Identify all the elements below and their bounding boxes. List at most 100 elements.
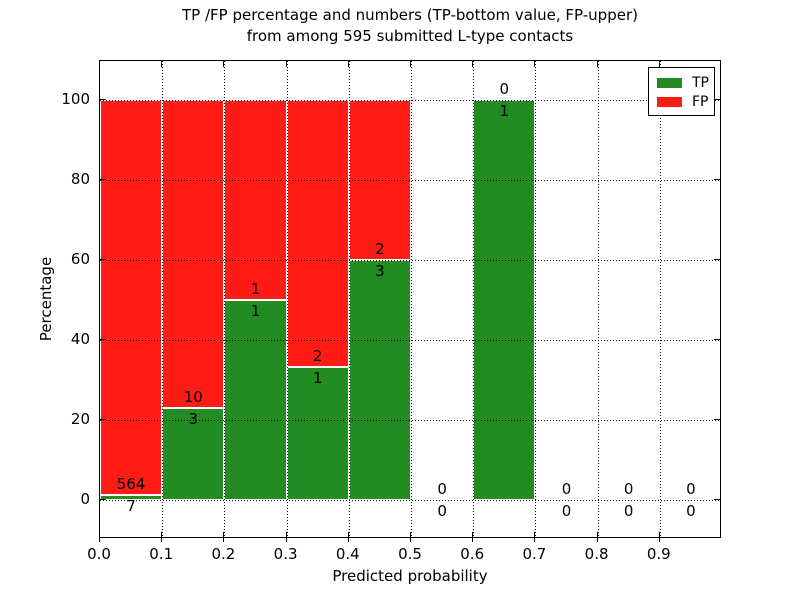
x-tick-mark-top [596,61,598,67]
legend-row-fp: FP [657,92,709,111]
x-tick-label: 0.5 [398,545,422,563]
y-tick-mark [100,499,106,500]
v-gridline [348,61,350,537]
x-tick-mark [99,532,100,542]
x-tick-mark-top [285,61,287,67]
v-gridline [411,61,412,537]
bar-segment-tp [348,260,411,500]
h-gridline [100,260,720,261]
h-gridline [100,180,720,181]
tp-count-label: 3 [188,409,199,428]
h-gridline [100,100,720,101]
y-tick-mark [100,99,106,100]
x-tick-mark-top [161,61,163,67]
y-tick-label: 60 [70,250,90,268]
fp-count-label: 2 [375,240,385,258]
x-tick-mark [472,532,474,542]
y-tick-mark-right [714,179,720,180]
v-gridline [597,61,599,537]
fp-count-label: 0 [437,480,447,498]
y-tick-mark-right [714,99,720,100]
legend-swatch-fp-icon [657,96,682,107]
fp-count-label: 0 [686,480,696,498]
x-tick-mark-top [658,61,660,67]
fp-count-label: 2 [312,346,323,365]
tp-count-label: 0 [686,502,696,520]
x-tick-label: 0.9 [646,545,671,563]
y-axis-label: Percentage [37,256,55,342]
legend-label-tp: TP [692,74,709,91]
x-tick-label: 0.4 [335,545,360,563]
x-tick-mark-top [99,61,100,67]
x-tick-mark-top [347,61,349,67]
h-gridline [100,500,720,501]
y-tick-label: 0 [80,490,90,508]
y-tick-mark [100,339,106,340]
x-tick-label: 0.8 [584,545,609,563]
y-tick-mark-right [714,499,720,500]
fp-count-label: 0 [499,80,510,98]
tp-count-label: 1 [499,102,510,120]
fp-count-label: 1 [250,280,261,298]
v-gridline [224,61,226,537]
bar-segment-tp [286,366,349,500]
legend-label-fp: FP [692,93,709,110]
x-tick-mark [347,532,349,542]
fp-count-label: 10 [183,387,203,406]
v-gridline [162,61,164,537]
x-tick-mark [285,532,287,542]
tp-count-label: 1 [250,302,261,320]
y-tick-label: 100 [61,90,90,108]
bar-segment-tp [224,300,287,500]
x-tick-label: 0.7 [522,545,547,563]
x-tick-label: 0.6 [460,545,485,563]
x-tick-mark [161,532,163,542]
x-axis-label: Predicted probability [332,567,488,585]
tp-count-label: 0 [437,502,447,520]
x-tick-mark [223,532,225,542]
bar-segment-fp [224,100,287,300]
x-tick-label: 0.0 [87,545,111,563]
y-tick-mark [100,259,106,260]
y-tick-mark-right [714,259,720,260]
x-tick-label: 0.1 [149,545,174,563]
h-gridline [100,420,720,421]
tp-count-label: 7 [126,497,136,516]
tp-count-label: 0 [561,502,572,520]
legend-row-tp: TP [657,73,709,92]
x-tick-mark [658,532,660,542]
tp-count-label: 3 [375,262,385,280]
legend-swatch-tp-icon [657,77,682,88]
h-gridline [100,340,720,341]
y-tick-label: 40 [70,330,90,348]
plot-area: 564 7 10 3 1 1 2 1 2 3 0 0 0 1 0 0 0 0 0 0 TP FP [99,60,721,538]
x-tick-mark-top [534,61,536,67]
x-tick-mark-top [472,61,474,67]
bar-segment-tp [100,495,163,500]
x-tick-mark [596,532,598,542]
bar-segment-fp [100,100,163,496]
x-tick-label: 0.3 [273,545,298,563]
x-tick-mark [534,532,536,542]
tp-count-label: 0 [623,502,634,520]
y-tick-label: 20 [70,410,90,428]
x-tick-mark-top [223,61,225,67]
chart-title-line1: TP /FP percentage and numbers (TP-bottom… [182,6,638,24]
y-tick-mark-right [714,339,720,340]
y-tick-mark [100,179,106,180]
bar-segment-tp [473,100,536,500]
v-gridline [286,61,288,537]
chart-title-line2: from among 595 submitted L-type contacts [246,27,574,45]
chart-title: TP /FP percentage and numbers (TP-bottom… [99,5,721,47]
x-tick-mark [410,532,411,542]
y-tick-mark-right [714,419,720,420]
x-tick-label: 0.2 [211,545,236,563]
v-gridline [473,61,475,537]
v-gridline [535,61,537,537]
fp-count-label: 564 [116,475,146,494]
bar-segment-fp [286,100,349,367]
legend: TP FP [648,67,715,116]
y-tick-mark [100,419,106,420]
v-gridline [659,61,661,537]
